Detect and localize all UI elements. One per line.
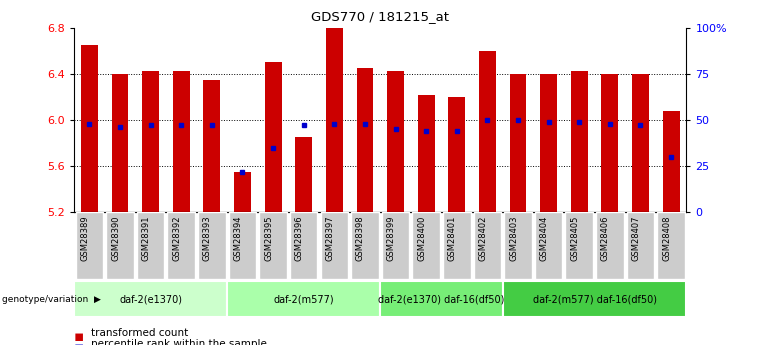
FancyBboxPatch shape: [76, 212, 103, 279]
Text: GSM28407: GSM28407: [632, 216, 640, 261]
Text: GSM28397: GSM28397: [325, 216, 335, 261]
Text: ▪: ▪: [74, 329, 84, 344]
Text: GSM28390: GSM28390: [111, 216, 120, 261]
Bar: [112, 74, 129, 212]
FancyBboxPatch shape: [566, 212, 593, 279]
FancyBboxPatch shape: [626, 212, 654, 279]
Bar: [387, 71, 404, 212]
Text: GSM28389: GSM28389: [80, 216, 90, 261]
Bar: [204, 79, 220, 212]
Bar: [142, 71, 159, 212]
Bar: [81, 45, 98, 212]
Bar: [448, 97, 465, 212]
Bar: [264, 62, 282, 212]
FancyBboxPatch shape: [351, 212, 379, 279]
Bar: [541, 74, 557, 212]
Text: GSM28393: GSM28393: [203, 216, 212, 261]
Text: GDS770 / 181215_at: GDS770 / 181215_at: [311, 10, 449, 23]
Text: daf-2(e1370): daf-2(e1370): [119, 294, 183, 304]
FancyBboxPatch shape: [168, 212, 195, 279]
FancyBboxPatch shape: [381, 282, 502, 317]
Bar: [479, 51, 496, 212]
Bar: [418, 95, 434, 212]
FancyBboxPatch shape: [106, 212, 134, 279]
Text: GSM28396: GSM28396: [295, 216, 303, 261]
Text: GSM28394: GSM28394: [233, 216, 243, 261]
FancyBboxPatch shape: [381, 212, 410, 279]
Text: percentile rank within the sample: percentile rank within the sample: [91, 339, 267, 345]
Bar: [326, 28, 342, 212]
Text: GSM28401: GSM28401: [448, 216, 457, 261]
FancyBboxPatch shape: [227, 282, 381, 317]
Bar: [571, 71, 587, 212]
FancyBboxPatch shape: [290, 212, 317, 279]
FancyBboxPatch shape: [658, 212, 685, 279]
Text: GSM28399: GSM28399: [387, 216, 395, 261]
Text: GSM28402: GSM28402: [478, 216, 488, 261]
Text: genotype/variation  ▶: genotype/variation ▶: [2, 295, 101, 304]
FancyBboxPatch shape: [535, 212, 562, 279]
FancyBboxPatch shape: [473, 212, 502, 279]
Bar: [632, 74, 649, 212]
FancyBboxPatch shape: [443, 212, 470, 279]
FancyBboxPatch shape: [136, 212, 165, 279]
Bar: [356, 68, 374, 212]
Bar: [663, 111, 679, 212]
Text: GSM28392: GSM28392: [172, 216, 181, 261]
Text: GSM28391: GSM28391: [142, 216, 151, 261]
Text: GSM28406: GSM28406: [601, 216, 610, 261]
Text: GSM28404: GSM28404: [540, 216, 548, 261]
FancyBboxPatch shape: [259, 212, 287, 279]
FancyBboxPatch shape: [74, 282, 227, 317]
Bar: [296, 137, 312, 212]
Text: GSM28405: GSM28405: [570, 216, 580, 261]
Bar: [234, 172, 251, 212]
FancyBboxPatch shape: [198, 212, 225, 279]
Text: GSM28408: GSM28408: [662, 216, 671, 261]
Text: daf-2(e1370) daf-16(df50): daf-2(e1370) daf-16(df50): [378, 294, 505, 304]
FancyBboxPatch shape: [502, 282, 686, 317]
FancyBboxPatch shape: [504, 212, 532, 279]
FancyBboxPatch shape: [596, 212, 624, 279]
Text: daf-2(m577): daf-2(m577): [274, 294, 334, 304]
Bar: [601, 74, 619, 212]
Text: GSM28403: GSM28403: [509, 216, 518, 261]
Text: daf-2(m577) daf-16(df50): daf-2(m577) daf-16(df50): [533, 294, 657, 304]
Bar: [509, 74, 526, 212]
FancyBboxPatch shape: [229, 212, 257, 279]
FancyBboxPatch shape: [321, 212, 348, 279]
Bar: [173, 71, 190, 212]
Text: ▪: ▪: [74, 340, 84, 345]
FancyBboxPatch shape: [413, 212, 440, 279]
Text: transformed count: transformed count: [91, 328, 189, 338]
Text: GSM28398: GSM28398: [356, 216, 365, 261]
Text: GSM28400: GSM28400: [417, 216, 426, 261]
Text: GSM28395: GSM28395: [264, 216, 273, 261]
